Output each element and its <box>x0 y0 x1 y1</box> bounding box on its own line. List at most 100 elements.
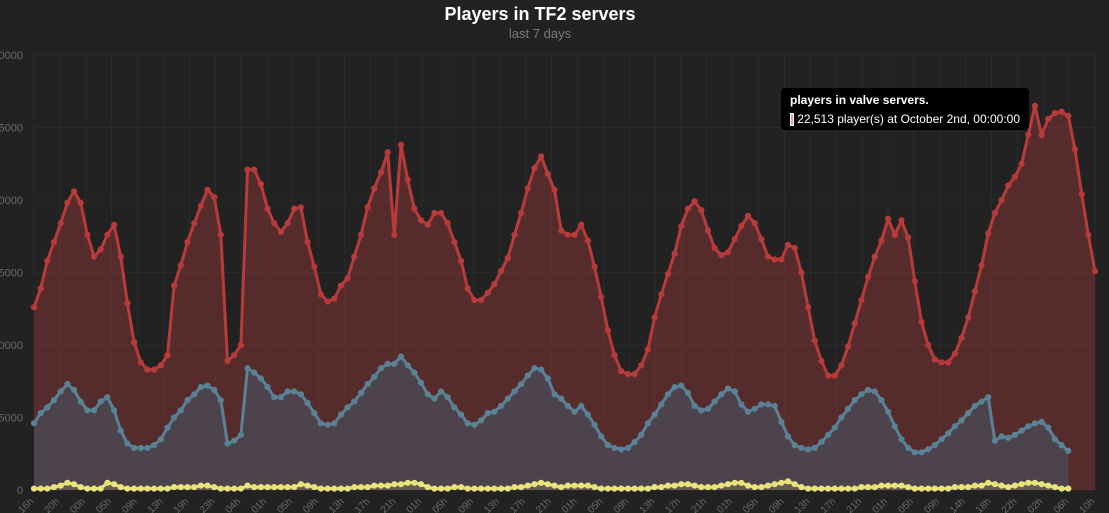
series-2-point <box>224 485 231 492</box>
series-1-point <box>1045 424 1052 431</box>
series-2-point <box>284 484 291 491</box>
series-1-point <box>925 446 932 453</box>
series-0-point <box>571 231 578 238</box>
series-0-point <box>818 357 825 364</box>
series-0-point <box>644 346 652 353</box>
series-0-point <box>504 254 511 262</box>
series-1-point <box>1025 423 1032 430</box>
series-0-point <box>684 205 692 212</box>
series-0-point <box>371 185 378 192</box>
series-1-point <box>231 437 238 444</box>
series-1-point <box>611 444 618 451</box>
series-2-point <box>50 484 58 491</box>
series-0-point <box>604 327 612 334</box>
series-2-point <box>638 485 645 492</box>
series-2-point <box>724 481 732 488</box>
series-0-point <box>1031 102 1039 109</box>
series-0-point <box>277 228 284 235</box>
series-1-point <box>691 402 698 409</box>
series-1-point <box>744 408 752 415</box>
series-1-point <box>464 420 471 427</box>
chart-subtitle: last 7 days <box>509 26 572 41</box>
series-1-point <box>511 388 518 395</box>
series-2-point <box>84 485 91 492</box>
series-1-point <box>324 421 331 428</box>
series-0-point <box>951 350 959 357</box>
series-2-point <box>478 485 485 492</box>
y-tick-label: 10000 <box>0 340 23 352</box>
series-2-point <box>471 485 478 492</box>
series-0-point <box>377 169 385 176</box>
series-2-point <box>885 482 892 489</box>
series-2-point <box>631 485 638 492</box>
series-1-point <box>124 440 131 447</box>
series-1-point <box>70 386 78 393</box>
series-2-point <box>624 485 632 492</box>
series-2-point <box>571 482 578 489</box>
x-tick-label: 18h <box>974 496 994 513</box>
series-2-point <box>618 485 625 492</box>
series-1-point <box>544 375 551 382</box>
series-1-point <box>618 446 625 453</box>
series-0-point <box>37 285 44 292</box>
series-1-point <box>591 421 598 428</box>
series-2-point <box>718 482 725 489</box>
x-tick-label: 13h <box>482 496 502 513</box>
series-2-point <box>1045 482 1052 489</box>
series-2-point <box>271 484 278 491</box>
series-0-point <box>731 236 738 243</box>
series-2-point <box>684 481 692 488</box>
x-tick-label: 09h <box>301 496 321 513</box>
series-1-point <box>764 401 772 408</box>
series-2-point <box>771 481 778 488</box>
series-2-point <box>264 484 271 491</box>
series-1-point <box>404 362 411 369</box>
series-2-point <box>524 482 531 489</box>
series-0-point <box>304 239 311 246</box>
series-0-point <box>811 337 818 344</box>
series-1-point <box>825 431 832 438</box>
x-tick-label: 17h <box>353 496 373 513</box>
series-2-point <box>558 484 565 491</box>
series-1-point <box>1038 418 1045 425</box>
series-1-point <box>738 401 745 408</box>
series-1-point <box>871 388 878 395</box>
series-2-point <box>337 485 345 492</box>
series-1-point <box>671 384 678 391</box>
series-2-point <box>157 485 164 492</box>
series-1-point <box>698 407 705 414</box>
series-1-point <box>831 424 838 431</box>
series-1-point <box>798 444 805 451</box>
series-2-point <box>131 485 138 492</box>
x-tick-label: 22h <box>1000 496 1020 513</box>
series-0-point <box>397 141 405 148</box>
tooltip-title: players in valve servers. <box>790 93 929 107</box>
series-1-point <box>998 433 1005 440</box>
series-0-point <box>271 220 278 227</box>
series-0-point <box>925 341 932 349</box>
series-2-point <box>991 481 999 488</box>
series-1-point <box>731 388 738 395</box>
series-2-point <box>965 484 972 491</box>
series-1-point <box>137 444 144 451</box>
series-1-point <box>357 389 365 396</box>
series-0-point <box>331 295 338 302</box>
chart-title: Players in TF2 servers <box>444 4 635 24</box>
series-0-point <box>351 253 358 260</box>
series-1-point <box>297 391 304 398</box>
series-2-point <box>858 484 865 491</box>
series-2-point <box>197 482 204 489</box>
x-tick-label: 17h <box>663 496 683 513</box>
series-1-point <box>177 407 184 414</box>
series-1-point <box>211 386 218 393</box>
series-2-point <box>451 484 458 491</box>
x-tick-label: 16h <box>17 496 37 513</box>
series-2-point <box>825 485 832 492</box>
series-2-point <box>1025 479 1032 486</box>
series-2-point <box>144 485 151 492</box>
series-0-point <box>1071 146 1079 153</box>
series-0-point <box>965 314 972 321</box>
series-2-point <box>464 485 471 492</box>
series-2-point <box>584 482 592 489</box>
